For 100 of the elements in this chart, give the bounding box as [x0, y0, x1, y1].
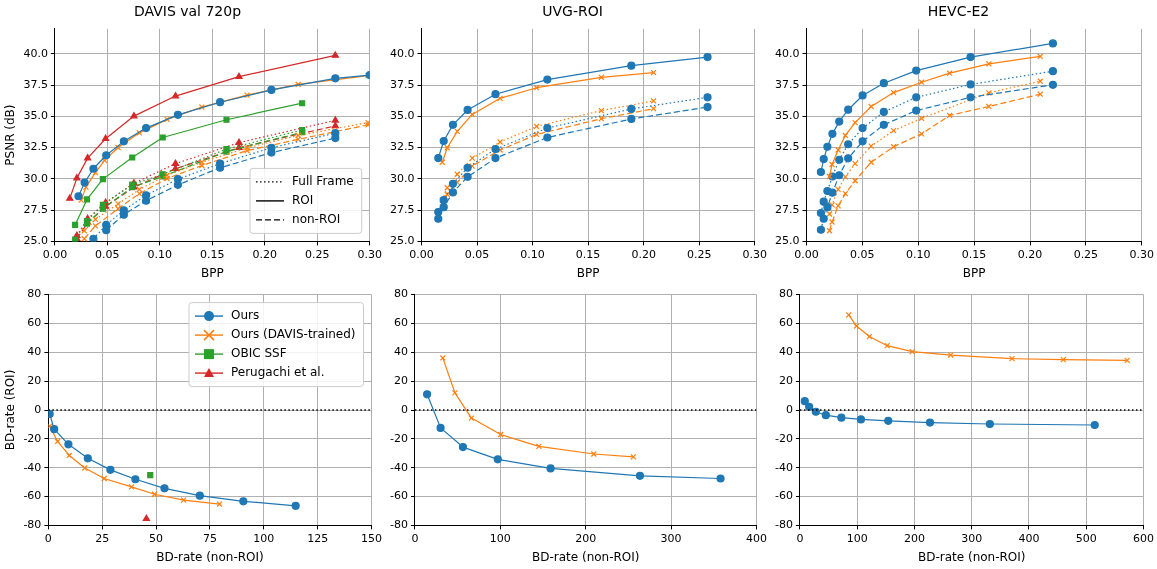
- x-tick-label: 150: [361, 531, 382, 545]
- x-tick-label: 200: [903, 531, 925, 545]
- y-tick-label: 32.5: [774, 140, 800, 154]
- x-tick-label: 125: [307, 531, 329, 545]
- chart-title: DAVIS val 720p: [133, 3, 242, 20]
- y-tick-label: 30.0: [774, 171, 800, 185]
- x-tick-label: 0.00: [409, 247, 434, 261]
- y-tick-label: -60: [23, 489, 42, 503]
- x-tick-label: 0.05: [95, 247, 120, 261]
- legend-label: Full Frame: [292, 174, 354, 189]
- y-tick-label: 20: [27, 374, 42, 388]
- x-tick-label: 300: [660, 531, 682, 545]
- x-tick-label: 0.20: [1017, 247, 1043, 261]
- x-tick-label: 0.25: [305, 247, 330, 261]
- x-tick-label: 100: [846, 531, 868, 545]
- y-tick-label: 40: [393, 345, 408, 359]
- x-tick-label: 0.30: [742, 247, 767, 261]
- x-axis-title: BPP: [962, 265, 986, 280]
- y-tick-label: 35.0: [774, 109, 800, 123]
- y-tick-label: 40.0: [389, 46, 415, 60]
- x-tick-label: 0.15: [575, 247, 601, 261]
- y-tick-label: 40.0: [23, 46, 48, 60]
- x-tick-label: 100: [253, 531, 275, 545]
- y-tick-label: -20: [775, 431, 793, 445]
- x-tick-label: 400: [1018, 531, 1040, 545]
- x-tick-label: 0.10: [520, 247, 545, 261]
- legend-label: OBIC SSF: [230, 346, 287, 361]
- y-tick-label: 40: [27, 345, 42, 359]
- x-tick-label: 0.25: [1073, 247, 1099, 261]
- y-tick-label: 60: [393, 316, 408, 330]
- x-tick-label: 0.30: [1129, 247, 1154, 261]
- x-tick-label: 600: [1133, 531, 1154, 545]
- y-tick-label: -40: [23, 460, 42, 474]
- y-tick-label: 0: [34, 402, 42, 416]
- x-tick-label: 200: [575, 531, 597, 545]
- legend-label: ROI: [292, 193, 314, 208]
- y-tick-label: -80: [775, 518, 793, 532]
- y-tick-label: 37.5: [774, 77, 800, 91]
- x-axis-title: BD-rate (non-ROI): [917, 549, 1026, 564]
- y-tick-label: 30.0: [23, 171, 48, 185]
- y-tick-label: 20: [393, 374, 408, 388]
- y-axis-title: PSNR (dB): [3, 104, 18, 166]
- x-tick-label: 50: [149, 531, 164, 545]
- y-tick-label: 0: [785, 402, 793, 416]
- x-tick-label: 25: [95, 531, 110, 545]
- y-tick-label: 32.5: [389, 140, 415, 154]
- y-tick-label: 80: [778, 287, 793, 301]
- chart-title: UVG-ROI: [542, 3, 603, 20]
- x-tick-label: 0.00: [42, 247, 68, 261]
- y-tick-label: -40: [390, 460, 408, 474]
- x-axis-title: BPP: [200, 265, 224, 280]
- x-axis-title: BD-rate (non-ROI): [156, 549, 264, 564]
- x-tick-label: 500: [1075, 531, 1097, 545]
- x-tick-label: 0.15: [961, 247, 987, 261]
- x-tick-label: 300: [961, 531, 983, 545]
- x-tick-label: 0.05: [850, 247, 875, 261]
- y-tick-label: 30.0: [389, 171, 415, 185]
- y-tick-label: -60: [390, 489, 408, 503]
- x-tick-label: 0.20: [631, 247, 656, 261]
- legend-label: Perugachi et al.: [230, 365, 325, 380]
- y-tick-label: 27.5: [389, 202, 415, 216]
- y-axis-title: BD-rate (ROI): [3, 369, 18, 451]
- legend-label: Ours: [230, 308, 260, 323]
- chart-title: HEVC-E2: [927, 3, 990, 20]
- y-tick-label: 0: [400, 402, 408, 416]
- x-axis-title: BD-rate (non-ROI): [531, 549, 640, 564]
- y-tick-label: 32.5: [23, 140, 48, 154]
- legend-label: Ours (DAVIS-trained): [230, 327, 356, 342]
- y-tick-label: -20: [390, 431, 408, 445]
- x-tick-label: 0.25: [686, 247, 712, 261]
- x-tick-label: 0.30: [357, 247, 382, 261]
- y-tick-label: 27.5: [774, 202, 800, 216]
- x-tick-label: 0.10: [147, 247, 173, 261]
- y-tick-label: 80: [27, 287, 42, 301]
- y-tick-label: 37.5: [389, 77, 415, 91]
- y-tick-label: -20: [23, 431, 42, 445]
- y-tick-label: 60: [27, 316, 42, 330]
- x-tick-label: 0.15: [200, 247, 225, 261]
- x-tick-label: 0.10: [906, 247, 931, 261]
- y-tick-label: 20: [778, 374, 793, 388]
- x-tick-label: 100: [489, 531, 511, 545]
- x-tick-label: 0.05: [464, 247, 490, 261]
- y-tick-label: 40.0: [774, 46, 800, 60]
- x-tick-label: 400: [746, 531, 767, 545]
- y-tick-label: -80: [390, 518, 408, 532]
- legend-label: non-ROI: [292, 212, 341, 227]
- y-tick-label: 25.0: [774, 234, 800, 248]
- y-tick-label: 35.0: [23, 109, 48, 123]
- y-tick-label: -80: [23, 518, 42, 532]
- x-tick-label: 75: [202, 531, 217, 545]
- y-tick-label: 25.0: [23, 234, 48, 248]
- y-tick-label: 25.0: [389, 234, 415, 248]
- y-tick-label: 80: [393, 287, 408, 301]
- y-tick-label: 37.5: [23, 77, 48, 91]
- y-tick-label: 27.5: [23, 202, 48, 216]
- x-tick-label: 0.20: [252, 247, 278, 261]
- y-tick-label: 60: [778, 316, 793, 330]
- y-tick-label: -40: [775, 460, 793, 474]
- y-tick-label: -60: [775, 489, 793, 503]
- x-axis-title: BPP: [576, 265, 600, 280]
